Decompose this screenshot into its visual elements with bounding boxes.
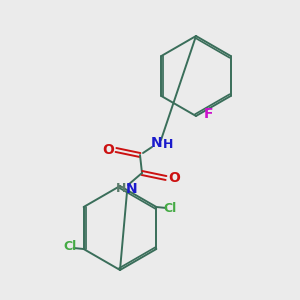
Text: Cl: Cl xyxy=(164,202,177,215)
Text: H: H xyxy=(163,139,173,152)
Text: O: O xyxy=(102,143,114,157)
Text: H: H xyxy=(116,182,126,194)
Text: Cl: Cl xyxy=(63,241,76,254)
Text: N: N xyxy=(151,136,163,150)
Text: F: F xyxy=(204,107,214,121)
Text: O: O xyxy=(168,171,180,185)
Text: N: N xyxy=(126,182,138,196)
